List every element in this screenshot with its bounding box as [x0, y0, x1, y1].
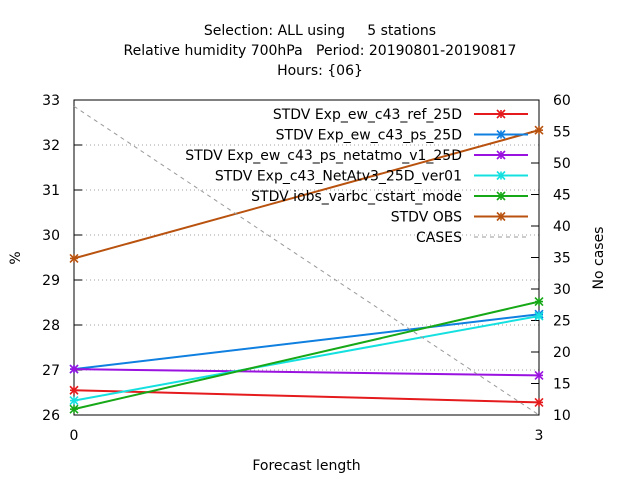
- data-point: [69, 364, 79, 374]
- y-tick-label: 33: [42, 93, 60, 109]
- series-line-3: [73, 315, 540, 402]
- y2-tick-label: 55: [553, 125, 571, 141]
- data-point: [534, 370, 544, 380]
- y-tick-label: 27: [42, 363, 60, 379]
- data-point: [69, 404, 79, 414]
- y-tick-label: 32: [42, 138, 60, 154]
- series-line-1: [73, 313, 540, 371]
- legend-marker: [496, 129, 506, 140]
- data-point: [534, 311, 544, 321]
- series-line-5: [73, 129, 540, 260]
- y2-axis-label: No cases: [591, 227, 607, 290]
- legend-marker: [496, 170, 506, 181]
- y2-tick-label: 60: [553, 93, 571, 109]
- data-point: [69, 396, 79, 406]
- series-line-2: [73, 368, 540, 377]
- y2-tick-label: 40: [553, 219, 571, 235]
- legend-label: STDV Exp_ew_c43_ref_25D: [273, 107, 462, 123]
- y-tick-label: 26: [42, 408, 60, 424]
- legend-label: CASES: [416, 230, 462, 246]
- legend-label: STDV OBS: [391, 210, 462, 226]
- x-tick-label: 3: [535, 428, 544, 444]
- y2-axis-ticks: 10 15 20 25 30 35 40 45 50 55 60: [531, 93, 571, 424]
- y2-tick-label: 30: [553, 282, 571, 298]
- y2-tick-label: 50: [553, 156, 571, 172]
- y2-tick-label: 15: [553, 377, 571, 393]
- legend-label: STDV iobs_varbc_cstart_mode: [251, 189, 462, 205]
- y2-tick-label: 35: [553, 251, 571, 267]
- chart-title: Selection: ALL using 5 stations Relative …: [124, 23, 517, 79]
- y-tick-label: 28: [42, 318, 60, 334]
- y2-tick-label: 25: [553, 314, 571, 330]
- x-axis-label: Forecast length: [252, 458, 360, 474]
- series-line-6: [73, 105, 540, 416]
- series-line-0: [73, 389, 540, 404]
- data-point: [534, 125, 544, 135]
- x-tick-label: 0: [70, 428, 79, 444]
- y-axis-label: %: [8, 251, 24, 264]
- legend-marker: [496, 191, 506, 201]
- chart-title-line: Hours: {06}: [277, 63, 363, 79]
- legend-marker: [496, 109, 506, 119]
- y2-tick-label: 45: [553, 188, 571, 204]
- chart-title-line: Selection: ALL using 5 stations: [204, 23, 436, 39]
- legend-label: STDV Exp_ew_c43_ps_25D: [276, 128, 462, 144]
- chart-title-line: Relative humidity 700hPa Period: 2019080…: [124, 43, 517, 59]
- y2-tick-label: 20: [553, 345, 571, 361]
- legend-marker: [496, 150, 506, 160]
- legend: STDV Exp_ew_c43_ref_25D STDV Exp_ew_c43_p…: [185, 107, 528, 246]
- data-point: [534, 297, 544, 307]
- y-tick-label: 30: [42, 228, 60, 244]
- legend-marker: [496, 211, 506, 222]
- legend-label: STDV Exp_c43_NetAtv3_25D_ver01: [215, 169, 462, 185]
- data-series: [69, 105, 544, 416]
- data-point: [69, 253, 79, 263]
- y-tick-label: 29: [42, 273, 60, 289]
- grid-lines: [74, 144, 539, 371]
- data-point: [69, 385, 79, 395]
- legend-label: STDV Exp_ew_c43_ps_netatmo_v1_25D: [185, 148, 462, 164]
- y-axis-ticks: 26 27 28 29 30 31 32 33: [42, 93, 82, 424]
- y2-tick-label: 10: [553, 408, 571, 424]
- series-line-4: [73, 300, 540, 411]
- data-point: [534, 397, 544, 407]
- y-tick-label: 31: [42, 183, 60, 199]
